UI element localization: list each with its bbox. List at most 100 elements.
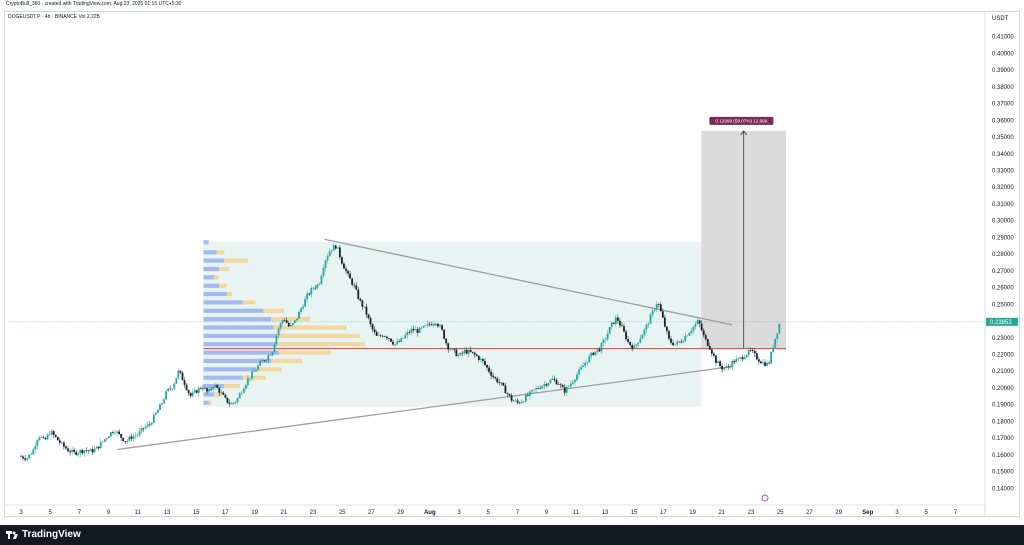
- range-box: [203, 241, 702, 407]
- candle-body: [410, 328, 413, 333]
- candle-body: [745, 355, 748, 358]
- profile-bar-buy: [203, 275, 214, 280]
- profile-bar-buy: [203, 300, 243, 305]
- profile-bar-buy: [203, 400, 209, 405]
- candle-body: [418, 327, 421, 333]
- candle-body: [336, 247, 339, 249]
- candle-body: [602, 339, 605, 344]
- candle-body: [359, 298, 362, 301]
- time-tick-label: 9: [545, 510, 549, 516]
- candle-body: [696, 320, 699, 324]
- candle-body: [26, 458, 29, 460]
- price-tick-label: 0.35000: [992, 135, 1014, 141]
- candle-body: [426, 323, 429, 326]
- candle-body: [598, 349, 601, 352]
- candle-body: [531, 390, 533, 392]
- profile-bar-buy: [203, 333, 277, 338]
- price-tick-label: 0.17000: [992, 436, 1014, 442]
- candle-body: [165, 391, 168, 400]
- symbol-legend[interactable]: DOGEUSDT.P · 4h · BINANCE Vol 2.22B: [8, 14, 100, 20]
- candle-body: [20, 456, 22, 458]
- candle-body: [710, 349, 713, 354]
- candle-body: [56, 437, 59, 441]
- candle-body: [688, 332, 691, 336]
- time-tick-label: 11: [573, 510, 580, 516]
- candle-body: [326, 256, 329, 261]
- candle-body: [592, 352, 595, 355]
- candle-body: [334, 245, 337, 249]
- candle-body: [580, 367, 582, 370]
- candle-body: [484, 361, 486, 365]
- candle-body: [524, 395, 527, 402]
- candle-body: [75, 451, 78, 455]
- candle-body: [381, 335, 384, 337]
- price-tick-label: 0.20000: [992, 386, 1014, 392]
- candle-body: [97, 446, 100, 449]
- candle-body: [46, 434, 49, 440]
- profile-bar-sell: [219, 266, 230, 272]
- candles-layer[interactable]: [20, 243, 781, 463]
- candle-body: [122, 437, 125, 442]
- candle-body: [52, 431, 55, 435]
- candle-body: [232, 402, 235, 404]
- candle-body: [142, 427, 145, 429]
- candle-body: [330, 250, 333, 252]
- price-tick-label: 0.22000: [992, 352, 1014, 358]
- candle-body: [432, 323, 435, 326]
- candle-body: [185, 384, 188, 390]
- current-price-badge: [986, 317, 1018, 326]
- candle-body: [473, 352, 476, 355]
- candle-body: [191, 392, 194, 397]
- candle-body: [150, 422, 153, 425]
- profile-bar-sell: [242, 300, 256, 305]
- candle-body: [764, 362, 766, 366]
- profile-bar-sell: [271, 358, 303, 364]
- candle-body: [351, 278, 354, 285]
- candle-body: [451, 348, 454, 350]
- candle-body: [578, 369, 580, 375]
- drawing-layer[interactable]: [117, 130, 787, 451]
- time-tick-label: 7: [516, 510, 520, 516]
- candle-body: [747, 350, 750, 356]
- candle-body: [676, 341, 679, 345]
- candle-body: [226, 397, 229, 403]
- candle-body: [518, 402, 521, 404]
- price-axis[interactable]: USDT 0.41000 0.40000 0.39000 0.38000 0.37000 0…: [8, 12, 1018, 516]
- target-label-bg: [709, 116, 774, 125]
- price-chart[interactable]: USDT 0.41000 0.40000 0.39000 0.38000 0.37000 0…: [0, 0, 1024, 525]
- candle-body: [58, 440, 61, 443]
- candle-body: [508, 393, 511, 396]
- profile-bar-sell: [213, 275, 220, 280]
- candle-body: [574, 379, 576, 383]
- candle-body: [772, 347, 775, 352]
- candle-body: [373, 329, 376, 332]
- time-axis[interactable]: 3 5 7 9 11 13 15 17 19 21 23 25 27 29 Aug 3 5 7 9 11 13 15 17 1…: [4, 504, 985, 516]
- candle-body: [148, 424, 151, 426]
- candle-body: [661, 311, 664, 318]
- time-tick-label: 27: [806, 510, 813, 516]
- profile-bar-buy: [203, 250, 217, 255]
- candle-body: [222, 392, 225, 395]
- candle-body: [302, 306, 304, 309]
- candle-body: [633, 345, 636, 349]
- time-tick-label: Sep: [862, 510, 873, 516]
- candle-body: [316, 284, 319, 288]
- profile-bar-buy: [203, 325, 274, 330]
- candle-body: [357, 289, 360, 299]
- candle-body: [416, 329, 419, 333]
- profile-bar-buy: [203, 291, 227, 297]
- candle-body: [134, 435, 137, 437]
- candle-body: [467, 350, 470, 354]
- candle-body: [668, 331, 670, 339]
- candle-body: [441, 325, 443, 330]
- candle-body: [60, 442, 63, 444]
- price-tick-label: 0.15000: [992, 470, 1014, 476]
- candle-body: [770, 351, 773, 364]
- candle-body: [396, 341, 398, 345]
- candle-body: [753, 351, 756, 354]
- candle-body: [308, 293, 311, 295]
- candle-body: [584, 363, 587, 366]
- candle-body: [565, 386, 568, 393]
- candle-body: [257, 365, 260, 371]
- candle-body: [588, 356, 591, 363]
